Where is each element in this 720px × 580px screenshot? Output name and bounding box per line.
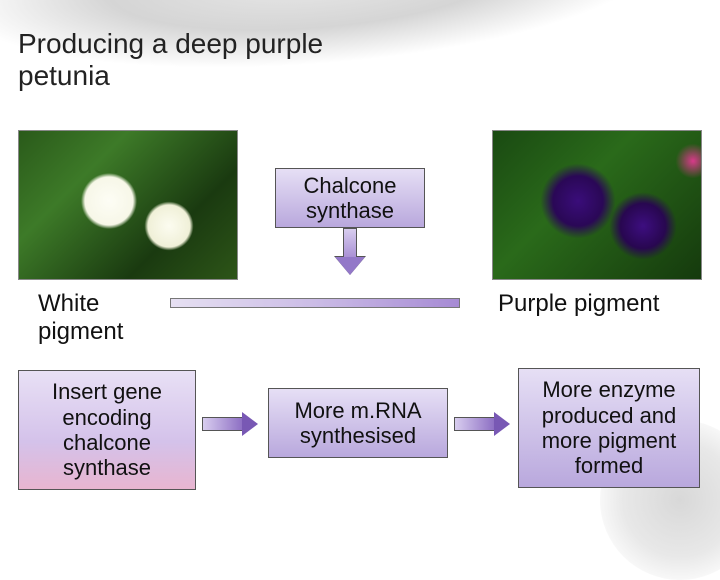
slide-title: Producing a deep purplepetunia (18, 28, 323, 92)
chalcone-box: Chalcone synthase (275, 168, 425, 228)
purple-petunia-image (492, 130, 702, 280)
purple-pigment-label: Purple pigment (498, 290, 659, 318)
enzyme-box: More enzyme produced and more pigment fo… (518, 368, 700, 488)
arrow-right-1-icon (202, 412, 262, 436)
white-petunia-image (18, 130, 238, 280)
insert-gene-box: Insert gene encoding chalcone synthase (18, 370, 196, 490)
white-pigment-label: Whitepigment (38, 290, 123, 345)
mrna-box: More m.RNA synthesised (268, 388, 448, 458)
arrow-right-2-icon (454, 412, 514, 436)
down-arrow-icon (335, 228, 365, 278)
gradient-bar (170, 298, 460, 308)
